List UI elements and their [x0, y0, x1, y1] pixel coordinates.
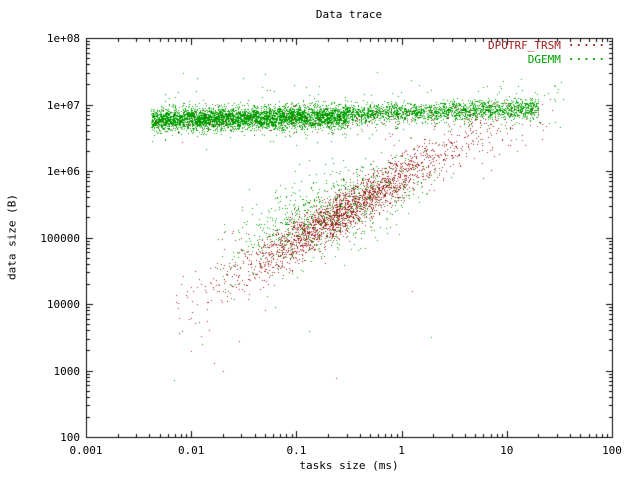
- y-tick-label: 100: [60, 431, 80, 444]
- legend-label: DPOTRF_TRSM: [488, 38, 561, 52]
- y-tick-label: 1000: [53, 364, 81, 378]
- x-tick-label: 0.001: [69, 444, 103, 457]
- x-tick-label: 1: [398, 444, 405, 457]
- y-tick-label: 1e+08: [46, 32, 80, 45]
- x-tick-label: 100: [602, 444, 622, 457]
- legend-dots-sample-icon: ·····: [567, 52, 606, 66]
- legend-dots-sample-icon: ·····: [567, 38, 606, 52]
- y-tick-label: 100000: [40, 231, 80, 245]
- y-tick-label: 10000: [46, 298, 80, 311]
- x-axis-label: tasks size (ms): [299, 459, 399, 472]
- legend: DPOTRF_TRSM ····· DGEMM ·····: [488, 38, 606, 66]
- legend-entry-dpotrf-trsm: DPOTRF_TRSM ·····: [488, 38, 606, 52]
- legend-label: DGEMM: [527, 52, 561, 66]
- legend-entry-dgemm: DGEMM ·····: [488, 52, 606, 66]
- chart-title: Data trace: [315, 8, 383, 21]
- x-tick-label: 0.01: [177, 444, 205, 457]
- x-tick-label: 10: [500, 444, 514, 457]
- y-tick-label: 1e+06: [46, 165, 80, 178]
- y-tick-label: 1e+07: [46, 98, 80, 112]
- x-tick-label: 0.1: [286, 444, 307, 457]
